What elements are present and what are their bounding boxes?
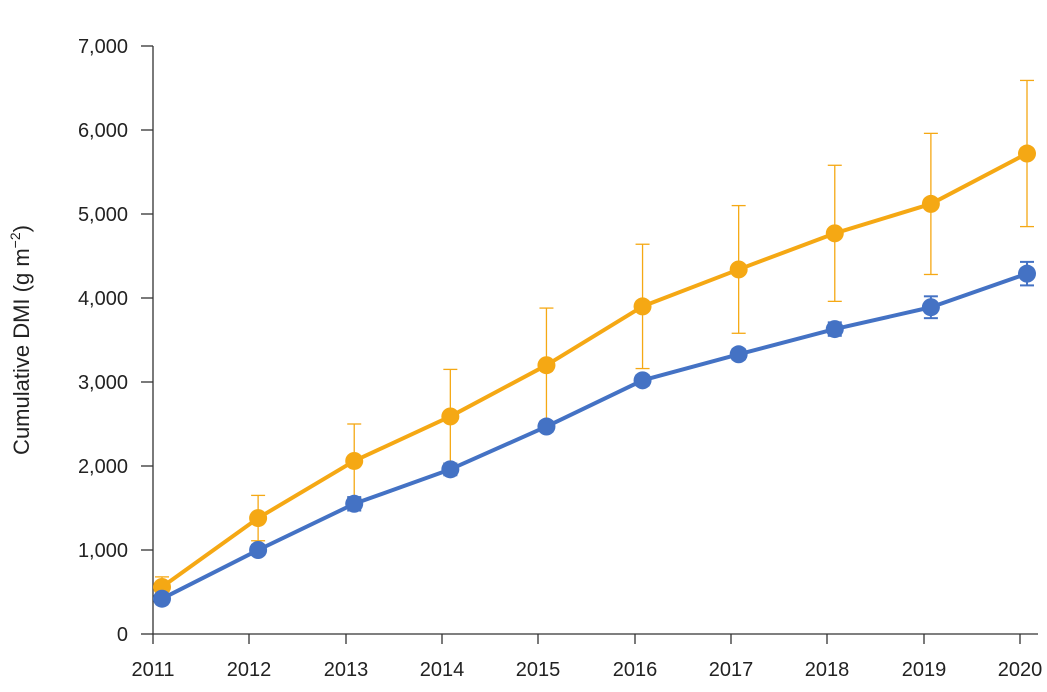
data-point — [1018, 144, 1036, 163]
data-point — [537, 417, 556, 436]
series-2 — [153, 260, 1036, 608]
series-line — [161, 271, 1028, 601]
series-line — [160, 151, 1028, 589]
data-point — [1018, 264, 1036, 283]
y-tick-label: 1,000 — [78, 540, 128, 562]
y-tick-label: 3,000 — [78, 372, 128, 394]
data-point — [633, 371, 652, 390]
y-tick-label: 5,000 — [78, 204, 128, 226]
data-point — [441, 407, 460, 426]
y-axis: 0 1,000 2,000 3,000 4,000 5,000 6,000 7,000 — [78, 36, 154, 646]
x-tick-label: 2017 — [709, 659, 754, 681]
y-tick-label: 0 — [117, 624, 128, 646]
data-point — [441, 460, 460, 479]
y-tick-label: 4,000 — [78, 288, 128, 310]
y-tick-label: 2,000 — [78, 456, 128, 478]
x-tick-label: 2014 — [420, 659, 465, 681]
x-tick-label: 2016 — [613, 659, 658, 681]
x-tick-label: 2019 — [902, 659, 947, 681]
y-tick-label: 6,000 — [78, 120, 128, 142]
x-tick-label: 2013 — [324, 659, 369, 681]
x-tick-label: 2018 — [805, 659, 850, 681]
data-point — [249, 541, 268, 559]
data-point — [345, 451, 364, 470]
data-point — [825, 320, 844, 339]
y-axis-title: Cumulative DMI (g m−2) — [7, 225, 34, 455]
y-axis-title-close: ) — [9, 225, 34, 232]
x-tick-label: 2015 — [516, 659, 561, 681]
data-point — [537, 356, 556, 375]
x-tick-label: 2012 — [227, 659, 272, 681]
series-1 — [153, 79, 1036, 598]
data-point — [249, 509, 268, 528]
data-point — [825, 224, 844, 243]
x-axis: 2011 2012 2013 2014 2015 2016 2017 2018 2019 2020 — [131, 633, 1043, 681]
x-tick-label: 2011 — [131, 659, 174, 681]
data-point — [345, 494, 364, 513]
data-point — [921, 194, 940, 213]
series-layer — [153, 79, 1036, 608]
data-point — [729, 260, 748, 279]
y-axis-title-superscript: −2 — [7, 232, 23, 248]
data-point — [633, 297, 652, 316]
data-point — [729, 345, 748, 364]
data-point — [153, 589, 171, 608]
data-point — [921, 298, 940, 317]
y-tick-label: 7,000 — [78, 36, 128, 58]
y-axis-title-main: Cumulative DMI (g m — [9, 248, 34, 455]
x-tick-label: 2020 — [998, 659, 1043, 681]
